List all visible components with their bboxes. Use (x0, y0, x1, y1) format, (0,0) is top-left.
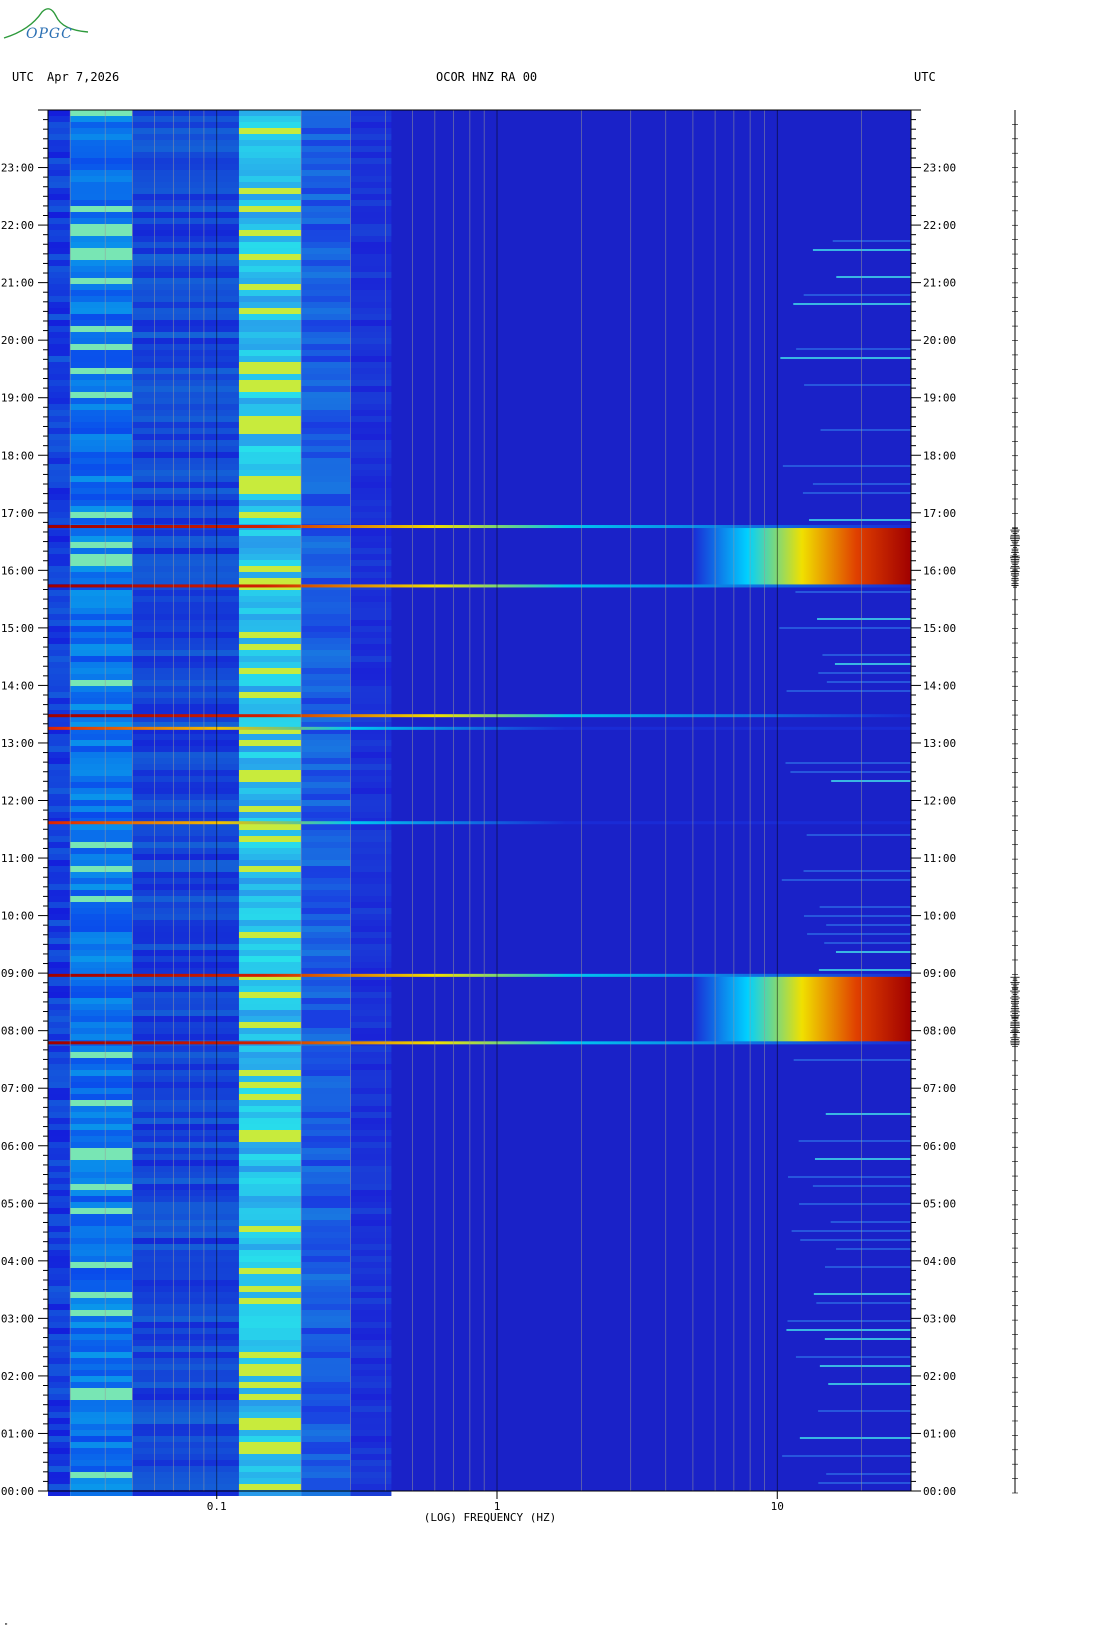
timezone-left: UTC (12, 70, 34, 84)
y-tick-right-07:00: 07:00 (923, 1082, 956, 1095)
spectrogram-events (48, 525, 911, 1045)
spectrogram-chart: 00:00 00:00 01:00 01:00 02:00 02:00 03:00 03:00… (1, 109, 956, 1524)
y-tick-right-04:00: 04:00 (923, 1255, 956, 1268)
opgc-logo (3, 8, 89, 39)
y-tick-right-08:00: 08:00 (923, 1025, 956, 1038)
timezone-right: UTC (914, 70, 936, 84)
y-tick-right-10:00: 10:00 (923, 910, 956, 923)
y-tick-right-20:00: 20:00 (923, 334, 956, 347)
y-tick-left-01:00: 01:00 (1, 1427, 34, 1440)
event-4 (48, 821, 911, 825)
y-tick-left-11:00: 11:00 (1, 852, 34, 865)
y-tick-right-15:00: 15:00 (923, 622, 956, 635)
y-tick-left-10:00: 10:00 (1, 910, 34, 923)
chart-axes: 00:00 00:00 01:00 01:00 02:00 02:00 03:00 03:00… (1, 109, 956, 1513)
y-tick-left-02:00: 02:00 (1, 1370, 34, 1383)
y-tick-right-02:00: 02:00 (923, 1370, 956, 1383)
event-edge-top-0 (48, 973, 911, 977)
date-label: Apr 7,2026 (47, 70, 120, 84)
frequency-gridlines (69, 110, 912, 1491)
y-tick-right-19:00: 19:00 (923, 392, 956, 405)
y-tick-right-18:00: 18:00 (923, 449, 956, 462)
event-0 (692, 974, 911, 1044)
y-tick-right-06:00: 06:00 (923, 1140, 956, 1153)
y-tick-left-14:00: 14:00 (1, 679, 34, 692)
event-3 (48, 726, 911, 730)
y-tick-left-22:00: 22:00 (1, 219, 34, 232)
y-tick-left-13:00: 13:00 (1, 737, 34, 750)
y-tick-right-11:00: 11:00 (923, 852, 956, 865)
y-tick-left-05:00: 05:00 (1, 1197, 34, 1210)
y-tick-left-20:00: 20:00 (1, 334, 34, 347)
y-tick-left-06:00: 06:00 (1, 1140, 34, 1153)
logo-text: OPGC (26, 26, 73, 42)
event-1 (692, 526, 911, 587)
y-tick-left-18:00: 18:00 (1, 449, 34, 462)
x-tick-10: 10 (771, 1500, 784, 1513)
x-tick-1: 1 (494, 1500, 501, 1513)
event-edge-bottom-1 (48, 584, 911, 588)
y-tick-right-14:00: 14:00 (923, 679, 956, 692)
x-axis-label: (LOG) FREQUENCY (HZ) (424, 1511, 556, 1524)
y-tick-left-15:00: 15:00 (1, 622, 34, 635)
y-tick-right-23:00: 23:00 (923, 162, 956, 175)
y-tick-left-04:00: 04:00 (1, 1255, 34, 1268)
y-tick-right-09:00: 09:00 (923, 967, 956, 980)
y-tick-right-00:00: 00:00 (923, 1485, 956, 1498)
footer-mark: " (4, 1622, 9, 1630)
y-tick-left-09:00: 09:00 (1, 967, 34, 980)
event-edge-bottom-0 (48, 1041, 911, 1045)
event-edge-top-1 (48, 525, 911, 529)
y-tick-left-07:00: 07:00 (1, 1082, 34, 1095)
y-tick-left-12:00: 12:00 (1, 795, 34, 808)
y-tick-left-03:00: 03:00 (1, 1312, 34, 1325)
y-tick-left-23:00: 23:00 (1, 162, 34, 175)
y-tick-right-01:00: 01:00 (923, 1427, 956, 1440)
y-tick-right-13:00: 13:00 (923, 737, 956, 750)
x-tick-0.1: 0.1 (207, 1500, 227, 1513)
y-tick-right-21:00: 21:00 (923, 277, 956, 290)
y-tick-left-16:00: 16:00 (1, 564, 34, 577)
event-2 (48, 714, 911, 718)
y-tick-right-16:00: 16:00 (923, 564, 956, 577)
y-tick-left-19:00: 19:00 (1, 392, 34, 405)
station-label: OCOR HNZ RA 00 (436, 70, 538, 84)
y-tick-right-05:00: 05:00 (923, 1197, 956, 1210)
y-tick-right-17:00: 17:00 (923, 507, 956, 520)
seismic-trace (1010, 110, 1020, 1494)
y-tick-right-22:00: 22:00 (923, 219, 956, 232)
y-tick-left-21:00: 21:00 (1, 277, 34, 290)
y-tick-right-12:00: 12:00 (923, 795, 956, 808)
y-tick-left-00:00: 00:00 (1, 1485, 34, 1498)
y-tick-left-08:00: 08:00 (1, 1025, 34, 1038)
y-tick-right-03:00: 03:00 (923, 1312, 956, 1325)
y-tick-left-17:00: 17:00 (1, 507, 34, 520)
